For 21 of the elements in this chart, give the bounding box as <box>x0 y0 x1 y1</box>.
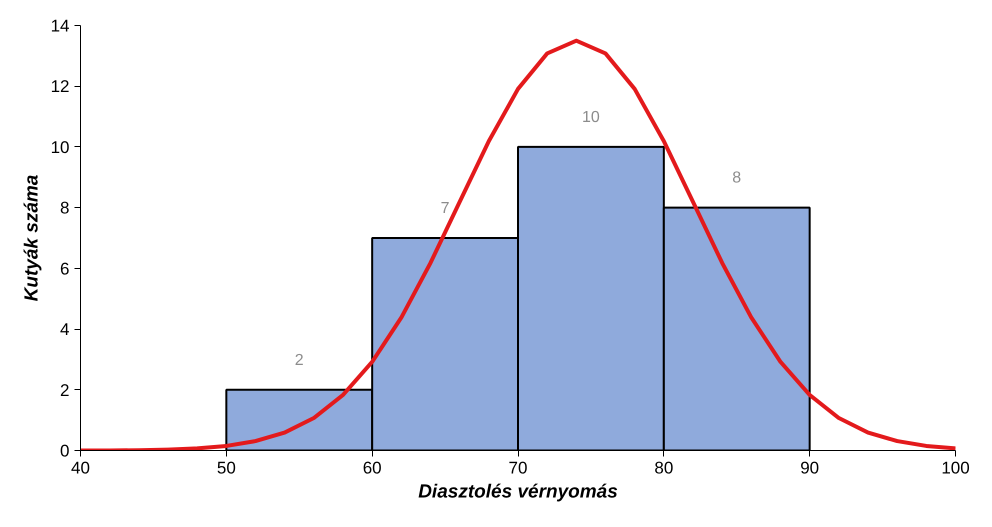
x-tick-label: 70 <box>508 458 528 478</box>
data-label: 8 <box>732 170 742 187</box>
x-tick-label: 60 <box>362 458 382 478</box>
x-axis-title: Diasztolés vérnyomás <box>418 482 618 502</box>
data-label: 10 <box>582 108 600 126</box>
y-tick-label: 0 <box>60 442 70 460</box>
y-axis-title: Kutyák száma <box>22 174 43 302</box>
y-tick-label: 2 <box>60 380 70 400</box>
x-tick-label: 50 <box>216 458 236 478</box>
y-tick-label: 10 <box>50 138 70 157</box>
x-tick-label: 40 <box>71 458 90 478</box>
data-label: 2 <box>294 352 304 369</box>
y-tick-label: 14 <box>50 16 70 36</box>
y-tick-label: 4 <box>60 320 70 340</box>
y-tick-label: 12 <box>50 77 70 96</box>
x-tick-label: 100 <box>941 458 970 478</box>
y-tick-label: 6 <box>60 259 70 278</box>
y-tick-label: 8 <box>60 198 70 218</box>
data-label: 7 <box>440 200 450 217</box>
x-tick-label: 80 <box>654 458 674 478</box>
x-tick-label: 90 <box>800 458 820 478</box>
